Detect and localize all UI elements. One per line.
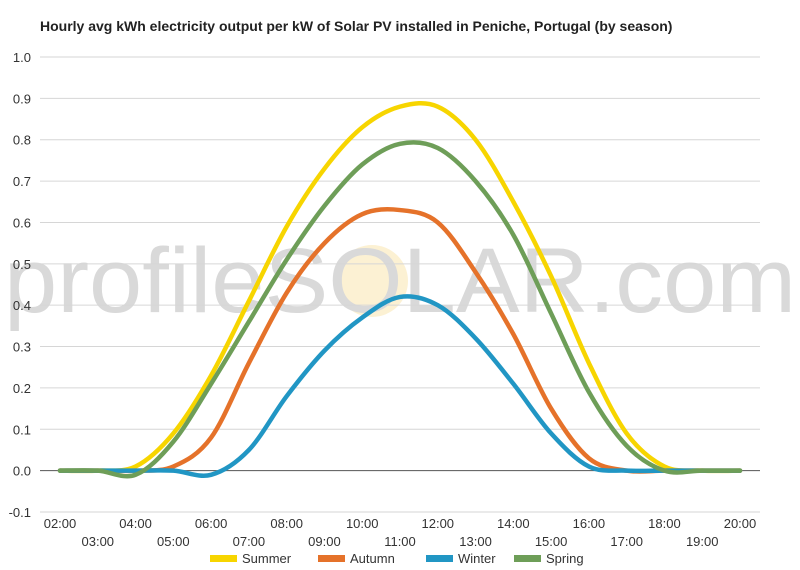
x-tick-label: 02:00 (44, 516, 77, 531)
chart-title: Hourly avg kWh electricity output per kW… (40, 18, 673, 34)
x-tick-label: 07:00 (233, 534, 266, 549)
x-tick-label: 11:00 (384, 534, 416, 549)
x-tick-label: 17:00 (610, 534, 643, 549)
x-tick-label: 19:00 (686, 534, 719, 549)
y-axis-ticks: -0.1 0.0 0.1 0.2 0.3 0.4 0.5 0.6 0.7 0.8 0.9 1.0 (9, 50, 31, 520)
x-tick-label: 09:00 (308, 534, 341, 549)
x-axis-ticks: 02:00 03:00 04:00 05:00 06:00 07:00 08:00 09:00… (44, 516, 757, 549)
x-tick-label: 15:00 (535, 534, 568, 549)
x-tick-label: 08:00 (270, 516, 303, 531)
y-tick-label: 0.5 (13, 257, 31, 272)
y-tick-label: 0.8 (13, 133, 31, 148)
legend-label: Winter (458, 551, 496, 566)
legend-swatch (318, 555, 345, 562)
x-tick-label: 14:00 (497, 516, 530, 531)
watermark-text: profileSOLAR.com (4, 230, 796, 332)
y-tick-label: 0.3 (13, 340, 31, 355)
legend-label: Summer (242, 551, 292, 566)
x-tick-label: 20:00 (724, 516, 757, 531)
y-tick-label: 0.7 (13, 174, 31, 189)
y-tick-label: 0.9 (13, 91, 31, 106)
series-line-summer (57, 101, 743, 474)
watermark: profileSOLAR.com (4, 230, 796, 332)
x-tick-label: 10:00 (346, 516, 379, 531)
legend-item-spring: Spring (514, 551, 584, 566)
y-tick-label: 0.2 (13, 381, 31, 396)
legend-label: Autumn (350, 551, 395, 566)
legend-swatch (426, 555, 453, 562)
y-tick-label: 0.6 (13, 215, 31, 230)
y-tick-label: 1.0 (13, 50, 31, 65)
x-tick-label: 05:00 (157, 534, 190, 549)
legend-swatch (514, 555, 541, 562)
x-tick-label: 12:00 (422, 516, 455, 531)
legend: Summer Autumn Winter Spring (210, 551, 584, 566)
y-tick-label: -0.1 (9, 505, 31, 520)
series-lines (57, 101, 743, 479)
legend-item-autumn: Autumn (318, 551, 395, 566)
legend-swatch (210, 555, 237, 562)
legend-label: Spring (546, 551, 584, 566)
x-tick-label: 06:00 (195, 516, 228, 531)
x-tick-label: 04:00 (119, 516, 152, 531)
y-tick-label: 0.0 (13, 464, 31, 479)
x-tick-label: 13:00 (459, 534, 492, 549)
x-tick-label: 03:00 (82, 534, 115, 549)
y-tick-label: 0.1 (13, 422, 31, 437)
legend-item-summer: Summer (210, 551, 292, 566)
x-tick-label: 16:00 (573, 516, 606, 531)
legend-item-winter: Winter (426, 551, 496, 566)
x-tick-label: 18:00 (648, 516, 681, 531)
y-tick-label: 0.4 (13, 298, 31, 313)
series-line-spring (57, 140, 743, 479)
series-line-winter (57, 294, 743, 478)
